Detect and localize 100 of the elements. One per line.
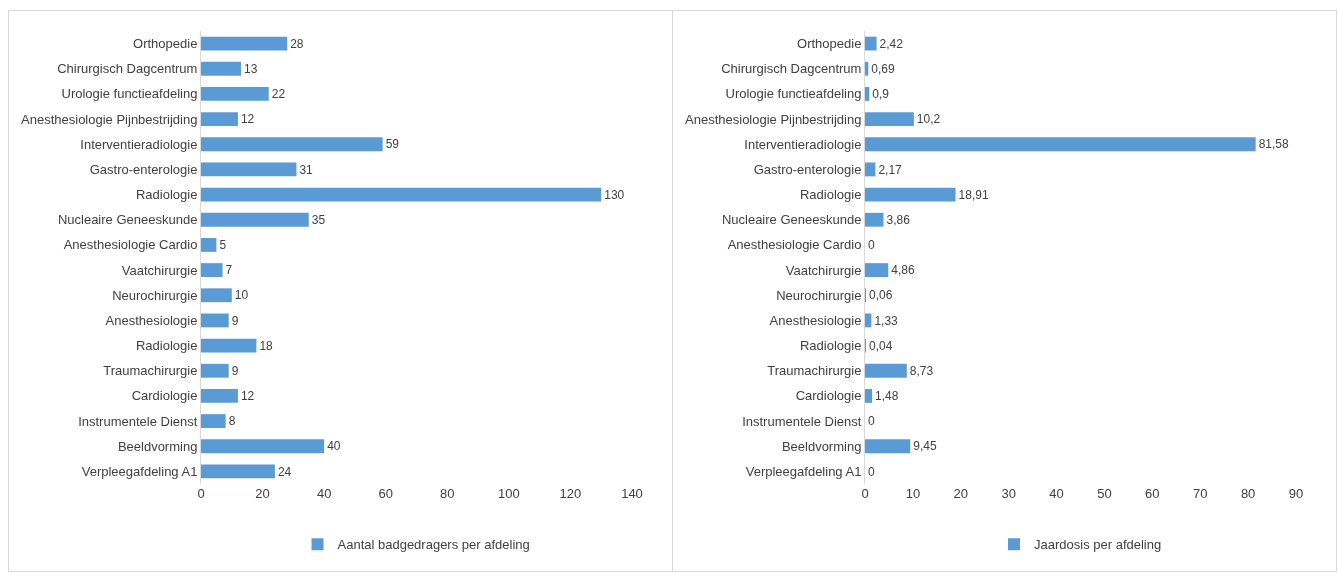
y-tick-label: Orthopedie: [797, 36, 862, 52]
data-label: 0,9: [872, 87, 890, 102]
bar: [201, 414, 226, 428]
x-tick-label: 60: [1145, 486, 1160, 501]
x-tick-label: 30: [1001, 486, 1016, 501]
y-tick-label: Cardiologie: [795, 388, 862, 404]
bar: [865, 187, 956, 202]
y-tick-label: Beeldvorming: [117, 438, 198, 454]
data-label: 59: [385, 137, 400, 152]
x-tick-label: 40: [1049, 486, 1064, 501]
y-tick-label: Nucleaire Geneeskunde: [57, 212, 198, 228]
data-label: 0: [868, 238, 875, 253]
y-tick-label: Vaatchirurgie: [785, 262, 862, 278]
y-tick-label: Traumachirurgie: [103, 363, 198, 379]
data-label: 40: [327, 439, 341, 454]
y-tick-label: Vaatchirurgie: [121, 262, 198, 278]
x-tick-label: 0: [861, 486, 869, 501]
bar: [201, 61, 242, 76]
data-label: 12: [240, 112, 255, 127]
y-tick-label: Radiologie: [799, 338, 862, 354]
x-tick-label: 20: [255, 486, 270, 501]
y-tick-label: Nucleaire Geneeskunde: [721, 212, 862, 228]
y-tick-label: Instrumentele Dienst: [742, 413, 862, 429]
data-label: 7: [225, 263, 233, 278]
x-tick-label: 70: [1192, 486, 1208, 501]
bar: [201, 112, 238, 126]
bar: [865, 36, 877, 51]
bar: [865, 263, 889, 277]
bar: [201, 36, 288, 51]
bar: [201, 263, 223, 277]
data-label: 10: [234, 288, 249, 303]
bar: [201, 363, 229, 378]
bar: [865, 162, 876, 177]
bar: [865, 137, 1256, 152]
data-label: 24: [277, 464, 292, 479]
y-tick-label: Verpleegafdeling A1: [745, 463, 862, 479]
y-tick-label: Beeldvorming: [781, 438, 862, 454]
y-tick-label: Verpleegafdeling A1: [81, 463, 198, 479]
data-label: 18: [259, 338, 274, 353]
y-tick-label: Traumachirurgie: [767, 363, 862, 379]
y-tick-label: Neurochirurgie: [112, 287, 198, 303]
x-tick-label: 50: [1097, 486, 1112, 501]
bar: [201, 187, 602, 202]
data-label: 9: [231, 363, 239, 378]
x-tick-label: 100: [498, 486, 520, 501]
y-tick-label: Anesthesiologie Pijnbestrijding: [21, 111, 198, 127]
y-tick-label: Gastro-enterologie: [89, 161, 198, 177]
data-label: 0: [868, 414, 875, 429]
y-tick-label: Anesthesiologie: [105, 312, 198, 328]
y-tick-label: Chirurgisch Dagcentrum: [57, 61, 198, 77]
bar: [201, 464, 275, 479]
x-tick-label: 90: [1288, 486, 1304, 501]
y-tick-label: Instrumentele Dienst: [78, 413, 198, 429]
data-label: 81,58: [1258, 137, 1290, 152]
bar: [865, 363, 907, 378]
bar: [865, 61, 869, 76]
data-label: 31: [299, 162, 314, 177]
legend-label: Aantal badgedragers per afdeling: [337, 537, 530, 553]
data-label: 12: [240, 389, 255, 404]
y-tick-label: Gastro-enterologie: [753, 161, 862, 177]
y-tick-label: Chirurgisch Dagcentrum: [721, 61, 862, 77]
bar: [865, 212, 884, 227]
y-tick-label: Radiologie: [135, 187, 198, 203]
x-tick-label: 40: [316, 486, 332, 501]
x-tick-label: 10: [905, 486, 921, 501]
bar: [201, 389, 238, 403]
data-label: 3,86: [886, 212, 911, 227]
y-tick-label: Interventieradiologie: [744, 136, 862, 152]
bar: [865, 439, 911, 454]
data-label: 0: [868, 464, 875, 479]
data-label: 9,45: [913, 439, 937, 454]
y-tick-label: Anesthesiologie Pijnbestrijding: [685, 111, 862, 127]
y-tick-label: Cardiologie: [131, 388, 198, 404]
y-tick-label: Neurochirurgie: [776, 287, 862, 303]
data-label: 8: [228, 414, 236, 429]
x-tick-label: 0: [197, 486, 205, 501]
data-label: 1,33: [874, 313, 899, 328]
bar: [201, 137, 383, 152]
x-tick-label: 80: [440, 486, 455, 501]
data-label: 4,86: [891, 263, 915, 278]
y-tick-label: Anesthesiologie Cardio: [63, 237, 198, 253]
y-tick-label: Urologie functieafdeling: [725, 86, 862, 102]
data-label: 2,42: [879, 36, 904, 51]
data-label: 0,69: [871, 61, 895, 76]
bar: [201, 439, 325, 454]
data-label: 0,04: [869, 338, 893, 353]
data-label: 1,48: [875, 389, 899, 404]
data-label: 0,06: [869, 288, 893, 303]
data-label: 9: [231, 313, 239, 328]
bar: [865, 112, 914, 126]
x-tick-label: 60: [378, 486, 393, 501]
data-label: 13: [244, 61, 258, 76]
y-tick-label: Urologie functieafdeling: [61, 86, 198, 102]
data-label: 35: [311, 212, 326, 227]
data-label: 130: [604, 187, 625, 202]
y-tick-label: Interventieradiologie: [80, 136, 198, 152]
bar: [865, 87, 870, 101]
bar: [201, 212, 309, 227]
y-tick-label: Anesthesiologie: [769, 312, 862, 328]
data-label: 18,91: [958, 187, 989, 202]
